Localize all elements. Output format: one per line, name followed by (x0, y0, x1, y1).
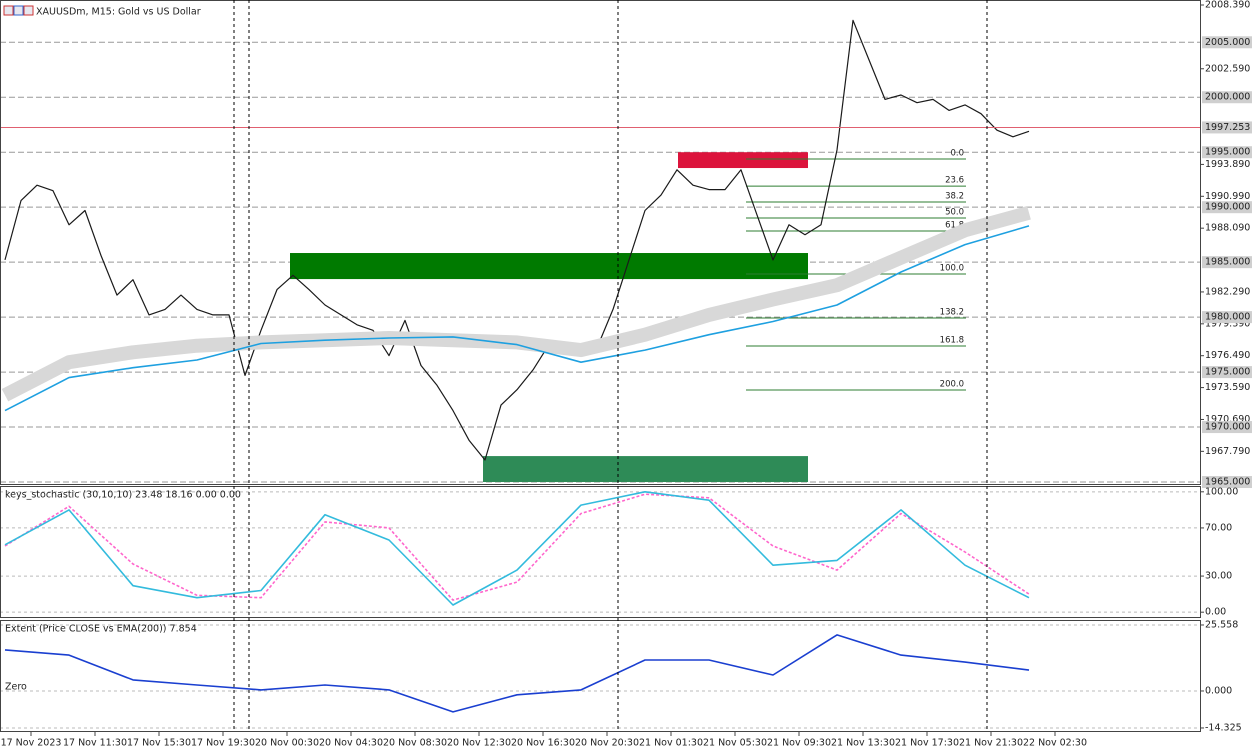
fib-label: 61.8 (945, 221, 964, 231)
level-box (1202, 421, 1252, 434)
y-tick-label: 100.00 (1205, 486, 1238, 497)
x-tick-label: 21 Nov 09:30 (767, 738, 831, 749)
level-box (1202, 366, 1252, 379)
icon (13, 5, 24, 16)
y-tick-label: 2008.390 (1205, 0, 1250, 11)
x-tick-label: 21 Nov 01:30 (639, 738, 703, 749)
x-tick-label: 21 Nov 21:30 (959, 738, 1023, 749)
x-tick-label: 22 Nov 02:30 (1023, 738, 1087, 749)
price-panel (0, 0, 1201, 485)
fib-label: 50.0 (945, 207, 964, 217)
current-price-label: 1997.253 (1205, 122, 1250, 133)
x-tick-label: 17 Nov 15:30 (127, 738, 191, 749)
chart-title: XAUUSDm, M15: Gold vs US Dollar (36, 7, 201, 18)
level-box (1202, 201, 1252, 214)
x-tick-label: 20 Nov 12:30 (447, 738, 511, 749)
level-box (1202, 256, 1252, 269)
x-tick-label: 17 Nov 2023 (1, 738, 62, 749)
y-tick-label: 30.00 (1205, 571, 1232, 582)
current-price-box (1202, 121, 1252, 134)
y-tick-label: 0.000 (1205, 685, 1232, 696)
x-tick-label: 20 Nov 04:30 (319, 738, 383, 749)
level-label: 1980.000 (1205, 312, 1250, 323)
y-tick-label: 1979.390 (1205, 318, 1250, 329)
x-tick-label: 21 Nov 17:30 (895, 738, 959, 749)
panel-title: Extent (Price CLOSE vs EMA(200)) 7.854 (5, 624, 197, 635)
fib-label: 200.0 (940, 380, 964, 390)
y-tick-label: 1970.690 (1205, 414, 1250, 425)
x-tick-label: 20 Nov 08:30 (383, 738, 447, 749)
y-tick-label: 1973.590 (1205, 382, 1250, 393)
y-tick-label: 1967.790 (1205, 446, 1250, 457)
series-line (1, 205, 1031, 402)
level-box (1202, 311, 1252, 324)
fib-label: 100.0 (940, 264, 964, 274)
level-box (1202, 146, 1252, 159)
y-tick-label: 1993.890 (1205, 159, 1250, 170)
y-tick-label: 1982.290 (1205, 286, 1250, 297)
level-label: 1965.000 (1205, 477, 1250, 488)
zone (290, 253, 808, 280)
y-tick-label: 1990.990 (1205, 191, 1250, 202)
level-label: 1975.000 (1205, 367, 1250, 378)
y-tick-label: 25.558 (1205, 619, 1238, 630)
fib-label: 0.0 (950, 149, 964, 159)
zone (483, 456, 808, 483)
level-box (1202, 36, 1252, 49)
y-tick-label: 0.00 (1205, 607, 1226, 618)
icon (23, 5, 34, 16)
x-tick-label: 21 Nov 05:30 (703, 738, 767, 749)
symbol-icon (3, 5, 34, 16)
fib-label: 138.2 (940, 307, 964, 317)
y-tick-label: 1988.090 (1205, 223, 1250, 234)
session-separators (233, 0, 988, 732)
series-line (4, 19, 1030, 461)
series-line (4, 634, 1030, 713)
x-tick-label: 20 Nov 00:30 (255, 738, 319, 749)
panel-title: keys_stochastic (30,10,10) 23.48 18.16 0… (5, 490, 241, 501)
fib-label: 23.6 (945, 176, 964, 186)
y-tick-label: 70.00 (1205, 522, 1232, 533)
zero-label: Zero (5, 681, 27, 692)
x-tick-label: 20 Nov 16:30 (511, 738, 575, 749)
x-tick-label: 17 Nov 11:30 (63, 738, 127, 749)
y-tick-label: 2002.590 (1205, 63, 1250, 74)
x-tick-label: 21 Nov 13:30 (831, 738, 895, 749)
level-label: 1990.000 (1205, 202, 1250, 213)
level-label: 1985.000 (1205, 257, 1250, 268)
y-tick-label: 1976.490 (1205, 350, 1250, 361)
level-label: 1995.000 (1205, 147, 1250, 158)
level-box (1202, 476, 1252, 489)
icon (3, 5, 14, 16)
series-line (4, 225, 1030, 412)
series-line (4, 491, 1030, 606)
fib-label: 38.2 (945, 192, 964, 202)
zone (678, 152, 808, 169)
level-label: 2000.000 (1205, 92, 1250, 103)
level-label: 1970.000 (1205, 422, 1250, 433)
fib-label: 161.8 (940, 336, 964, 346)
x-tick-label: 17 Nov 19:30 (191, 738, 255, 749)
x-tick-label: 20 Nov 20:30 (575, 738, 639, 749)
extent-panel (0, 620, 1201, 732)
stochastic-panel (0, 486, 1201, 618)
y-tick-label: -14.325 (1205, 722, 1242, 733)
level-label: 2005.000 (1205, 37, 1250, 48)
level-box (1202, 91, 1252, 104)
